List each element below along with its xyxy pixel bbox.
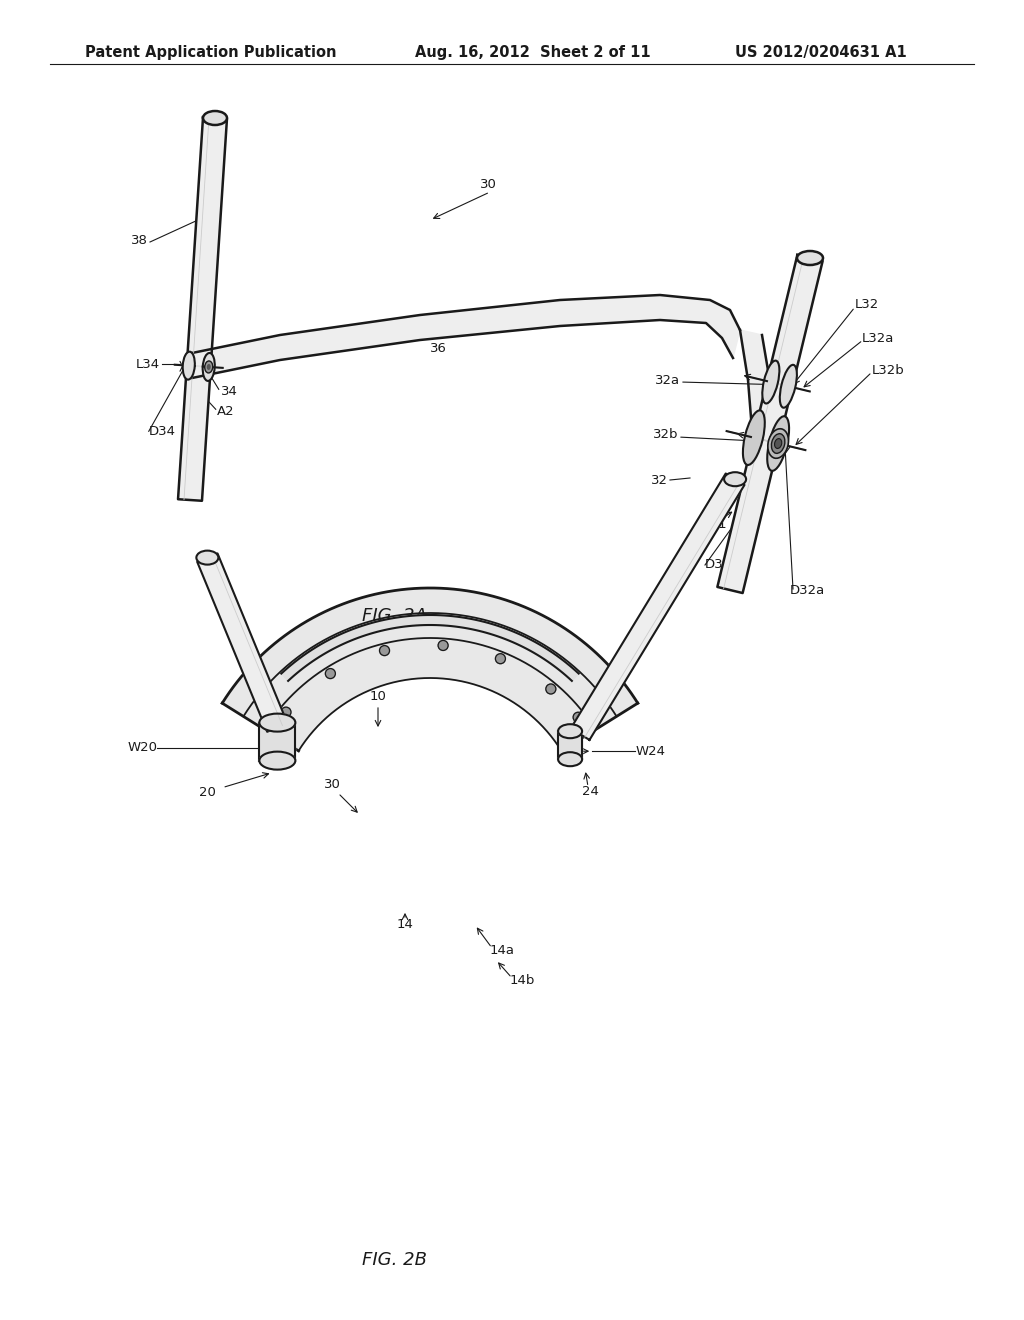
Text: 14: 14 [396,919,414,932]
Polygon shape [282,615,579,681]
Text: 32a: 32a [655,374,680,387]
Text: A2: A2 [217,405,234,418]
Polygon shape [193,294,740,378]
Text: W20: W20 [127,741,158,754]
Circle shape [546,684,556,694]
Text: D32a: D32a [790,583,825,597]
Ellipse shape [197,550,218,565]
Text: D34: D34 [148,425,176,438]
Ellipse shape [797,251,823,265]
Ellipse shape [259,751,295,770]
Ellipse shape [203,352,215,381]
Text: 14b: 14b [510,974,536,986]
Text: 24: 24 [582,784,599,797]
Text: FIG. 2A: FIG. 2A [362,607,427,624]
Polygon shape [570,474,744,741]
Polygon shape [558,731,582,759]
Ellipse shape [182,351,195,380]
Text: 20: 20 [199,787,216,799]
Circle shape [380,645,389,656]
Ellipse shape [205,360,213,374]
Text: FIG. 2B: FIG. 2B [362,1251,427,1269]
Ellipse shape [767,416,790,471]
Ellipse shape [774,438,781,449]
Text: L32: L32 [855,298,880,312]
Polygon shape [178,117,227,500]
Text: 36: 36 [430,342,446,355]
Polygon shape [750,378,810,392]
Ellipse shape [558,752,582,766]
Polygon shape [740,330,773,473]
Text: 32b: 32b [652,429,678,441]
Text: 30: 30 [480,178,497,191]
Text: 38: 38 [131,234,148,247]
Text: W24: W24 [635,744,666,758]
Circle shape [496,653,506,664]
Ellipse shape [207,364,211,370]
Ellipse shape [743,411,765,465]
Text: 32: 32 [651,474,668,487]
Text: A1: A1 [710,519,728,532]
Text: 10: 10 [370,690,386,704]
Polygon shape [222,587,638,751]
Polygon shape [718,255,822,593]
Text: L32a: L32a [862,331,894,345]
Text: Patent Application Publication: Patent Application Publication [85,45,337,59]
Ellipse shape [771,434,784,453]
Circle shape [573,713,583,722]
Circle shape [281,708,291,717]
Text: D32b: D32b [705,558,740,572]
Polygon shape [175,364,222,368]
Text: 14a: 14a [490,944,515,957]
Ellipse shape [780,364,797,408]
Text: US 2012/0204631 A1: US 2012/0204631 A1 [735,45,906,59]
Ellipse shape [259,714,295,731]
Polygon shape [727,432,805,450]
Polygon shape [259,722,295,760]
Text: 30: 30 [324,779,340,792]
Ellipse shape [203,111,227,125]
Ellipse shape [558,725,582,738]
Text: L34: L34 [135,358,160,371]
Ellipse shape [724,473,746,486]
Polygon shape [198,553,288,731]
Circle shape [438,640,449,651]
Ellipse shape [768,429,788,458]
Circle shape [326,668,336,678]
Text: Aug. 16, 2012  Sheet 2 of 11: Aug. 16, 2012 Sheet 2 of 11 [415,45,650,59]
Ellipse shape [762,360,779,404]
Text: L32b: L32b [872,363,905,376]
Text: 34: 34 [221,385,238,397]
